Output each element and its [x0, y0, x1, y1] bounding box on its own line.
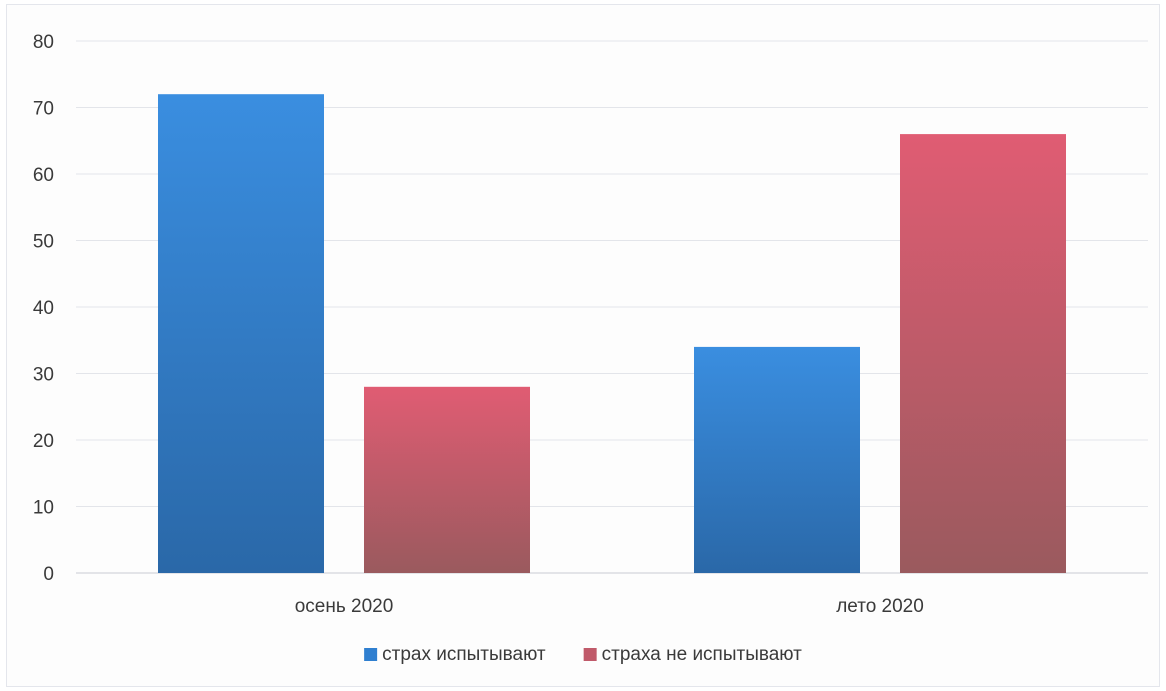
y-tick-label: 40 [33, 298, 54, 319]
x-category-label: лето 2020 [836, 596, 924, 617]
x-category-label: осень 2020 [295, 596, 394, 617]
y-tick-label: 10 [33, 498, 54, 519]
bars [158, 94, 1066, 573]
bar [364, 386, 530, 573]
bar [694, 346, 860, 573]
y-axis-ticks: 0 10 20 30 40 50 60 70 80 [33, 32, 54, 585]
legend-swatch [583, 648, 597, 661]
y-tick-label: 20 [33, 431, 54, 452]
bar [158, 94, 324, 573]
y-tick-label: 30 [33, 365, 54, 386]
y-tick-label: 80 [33, 32, 54, 53]
legend-label: страха не испытывают [602, 644, 803, 665]
legend-label: страх испытывают [382, 644, 546, 665]
bar [900, 134, 1066, 573]
legend-swatch [364, 648, 378, 661]
y-tick-label: 70 [33, 99, 54, 120]
y-tick-label: 0 [43, 564, 54, 585]
y-tick-label: 60 [33, 165, 54, 186]
legend: страх испытывают страха не испытывают [364, 644, 802, 665]
x-axis-categories: осень 2020 лето 2020 [295, 596, 924, 617]
y-tick-label: 50 [33, 232, 54, 253]
